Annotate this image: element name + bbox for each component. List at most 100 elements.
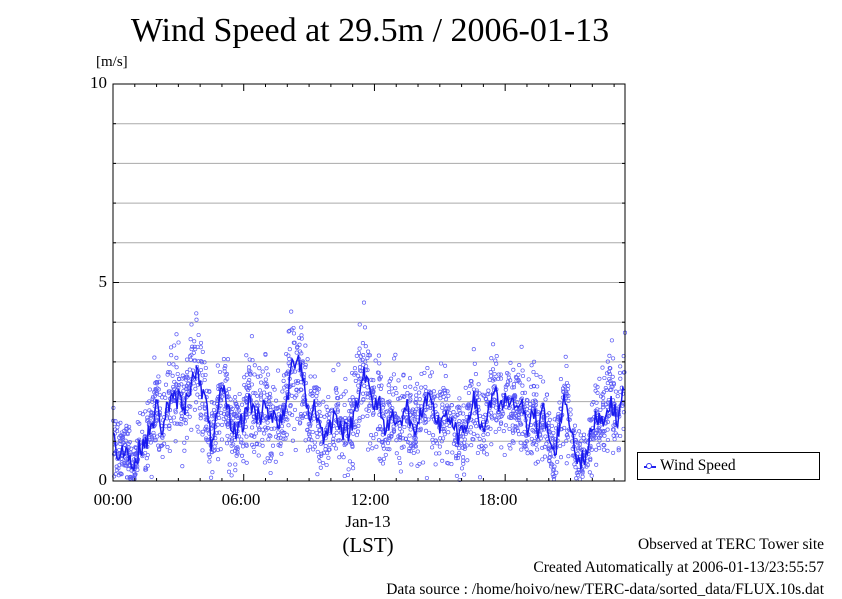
observation-point (165, 372, 170, 377)
observation-point (125, 426, 130, 431)
observation-point (601, 395, 606, 400)
observation-point (188, 357, 193, 362)
observation-point (595, 390, 600, 395)
observation-point (299, 387, 304, 392)
observation-point (339, 416, 344, 422)
observation-point (461, 418, 466, 424)
observation-point (568, 407, 573, 412)
observation-point (531, 369, 536, 375)
observation-point (366, 447, 371, 452)
observation-point (422, 370, 427, 375)
observation-point (566, 393, 571, 398)
observation-point (165, 445, 170, 450)
observation-point (310, 429, 315, 435)
observation-point (463, 385, 468, 390)
observation-point (525, 451, 530, 456)
observation-point (519, 412, 524, 417)
observation-point (250, 358, 255, 363)
observation-point (516, 378, 521, 383)
observation-point (259, 392, 264, 397)
observation-point (354, 433, 359, 438)
observation-point (291, 331, 297, 336)
observation-point (419, 385, 424, 390)
observation-point (132, 451, 137, 457)
observation-point (499, 420, 504, 425)
observation-point (381, 456, 387, 461)
observation-point (193, 386, 198, 391)
observation-point (182, 417, 187, 422)
observation-point (461, 455, 466, 460)
observation-point (605, 437, 610, 443)
observation-point (230, 449, 235, 454)
observation-point (318, 441, 324, 446)
observation-point (143, 409, 148, 414)
observation-point (524, 439, 529, 444)
observation-point (377, 376, 382, 381)
observation-point (266, 399, 271, 404)
observation-point (609, 384, 614, 389)
observation-point (282, 385, 287, 390)
observation-point (227, 462, 232, 467)
observation-point (452, 432, 457, 437)
observation-point (172, 421, 177, 426)
observation-point (376, 370, 381, 375)
observation-point (294, 387, 299, 392)
observation-point (421, 460, 426, 465)
observation-point (400, 393, 405, 399)
observation-point (480, 392, 485, 397)
observation-point (358, 358, 363, 363)
observation-point (401, 444, 406, 449)
observation-point (209, 449, 215, 454)
observation-point (474, 424, 479, 429)
observation-point (525, 398, 530, 403)
observation-point (579, 438, 584, 443)
observation-point (394, 438, 399, 443)
observation-point (592, 430, 598, 435)
observation-point (413, 386, 418, 391)
observation-point (577, 429, 582, 434)
observation-point (300, 415, 305, 421)
observation-point (366, 391, 371, 396)
observation-point (546, 421, 551, 426)
observation-point (423, 384, 428, 389)
observation-point (303, 365, 308, 370)
observation-point (602, 433, 607, 438)
observation-point (589, 402, 594, 407)
observation-point (162, 441, 167, 446)
observation-point (262, 431, 267, 436)
observation-point (179, 422, 184, 427)
observation-point (263, 351, 268, 357)
observation-point (262, 460, 267, 465)
observation-point (203, 365, 208, 371)
observation-point (378, 458, 383, 463)
observation-point (474, 390, 480, 395)
observation-point (517, 407, 522, 412)
observation-point (266, 372, 271, 377)
observation-point (300, 359, 305, 364)
scatter-points (111, 300, 628, 483)
observation-point (431, 394, 436, 399)
observation-point (145, 452, 150, 458)
observation-point (293, 448, 298, 453)
observation-point (377, 383, 382, 389)
observation-point (408, 384, 413, 389)
observation-point (190, 344, 195, 349)
x-tick-label-0600: 06:00 (221, 490, 261, 509)
observation-point (572, 462, 577, 467)
observation-point (176, 340, 181, 345)
observation-point (116, 466, 121, 471)
observation-point (462, 472, 467, 477)
observation-point (312, 440, 317, 445)
observation-point (401, 373, 406, 378)
observation-point (469, 443, 474, 448)
observation-point (351, 431, 356, 436)
observation-point (234, 404, 239, 409)
observation-point (516, 372, 521, 377)
observation-point (154, 418, 159, 424)
observation-point (603, 385, 608, 391)
observation-point (219, 437, 224, 442)
observation-point (407, 394, 412, 399)
observation-point (284, 371, 289, 376)
observation-point (469, 379, 474, 384)
